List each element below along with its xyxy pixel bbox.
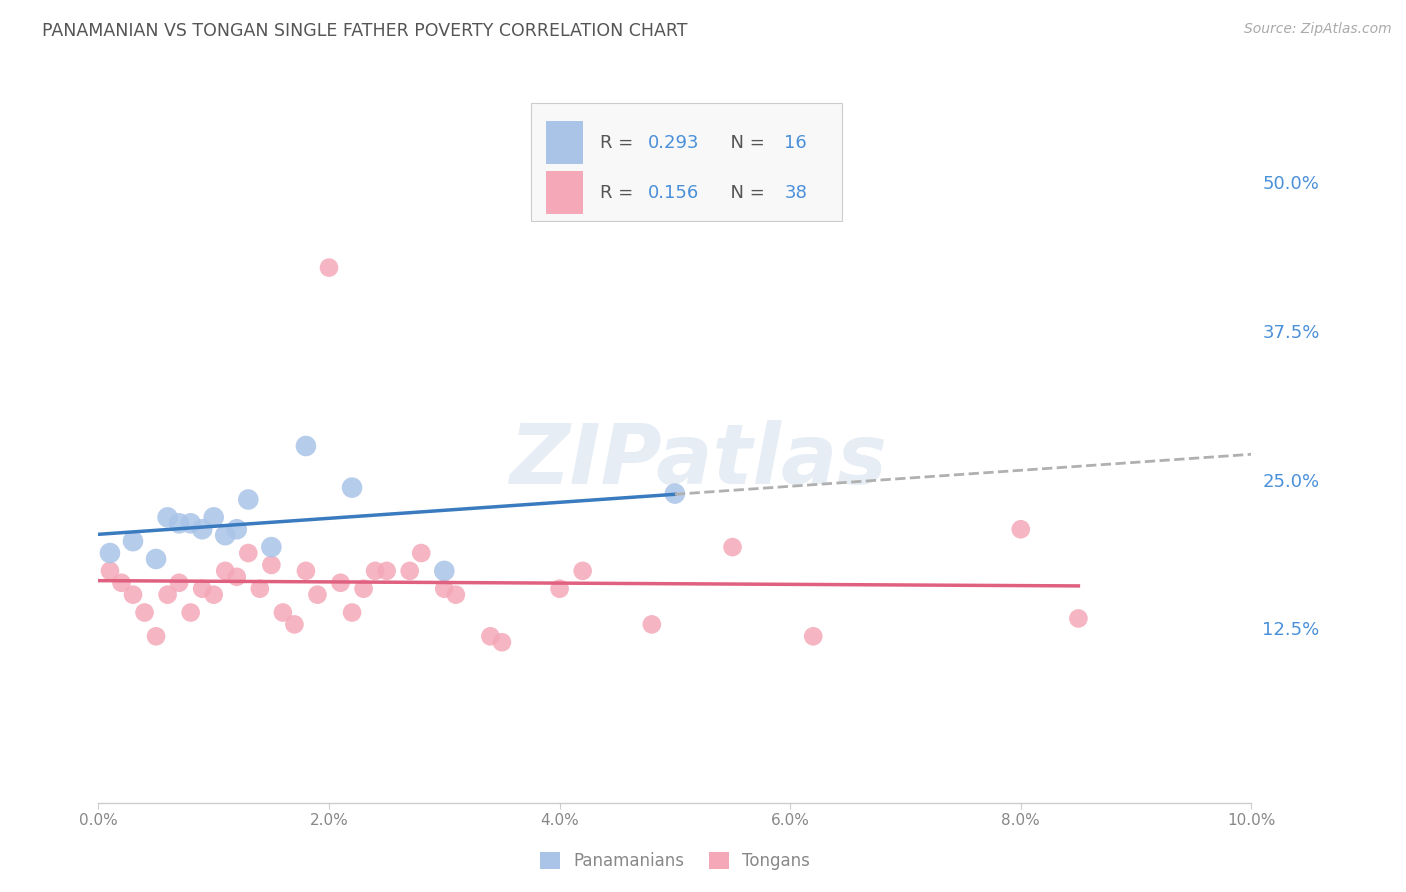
Text: N =: N = [718,184,770,202]
Text: PANAMANIAN VS TONGAN SINGLE FATHER POVERTY CORRELATION CHART: PANAMANIAN VS TONGAN SINGLE FATHER POVER… [42,22,688,40]
Point [1010,522,1032,536]
Point [238,546,260,560]
Text: N =: N = [718,134,770,152]
Point [225,570,247,584]
Point [307,588,329,602]
Point [340,481,363,495]
Point [721,540,744,554]
Point [283,617,305,632]
Point [202,588,225,602]
Point [664,486,686,500]
Point [491,635,513,649]
Point [353,582,375,596]
Text: R =: R = [600,184,638,202]
Point [260,558,283,572]
Point [214,564,236,578]
Text: 38: 38 [785,184,807,202]
Point [214,528,236,542]
Point [180,516,202,531]
Point [1067,611,1090,625]
Text: R =: R = [600,134,638,152]
Point [433,582,456,596]
Point [167,575,190,590]
Point [110,575,132,590]
Text: 25.0%: 25.0% [1263,473,1320,491]
Point [479,629,502,643]
FancyBboxPatch shape [530,103,842,221]
FancyBboxPatch shape [546,121,582,164]
Point [167,516,190,531]
Text: ZIPatlas: ZIPatlas [509,420,887,500]
Point [271,606,294,620]
Point [364,564,387,578]
Point [145,629,167,643]
Point [260,540,283,554]
FancyBboxPatch shape [546,171,582,214]
Point [295,439,318,453]
Point [180,606,202,620]
Point [238,492,260,507]
Point [156,588,179,602]
Point [191,522,214,536]
Point [191,582,214,596]
Point [548,582,571,596]
Text: 37.5%: 37.5% [1263,324,1320,342]
Point [411,546,433,560]
Point [295,564,318,578]
Point [98,564,121,578]
Point [398,564,420,578]
Text: 0.293: 0.293 [648,134,700,152]
Point [156,510,179,524]
Text: 12.5%: 12.5% [1263,622,1320,640]
Point [134,606,156,620]
Point [225,522,247,536]
Point [375,564,398,578]
Point [145,552,167,566]
Point [329,575,352,590]
Point [340,606,363,620]
Point [249,582,271,596]
Point [444,588,467,602]
Point [571,564,593,578]
Text: 50.0%: 50.0% [1263,176,1319,194]
Legend: Panamanians, Tongans: Panamanians, Tongans [533,845,817,877]
Point [202,510,225,524]
Point [641,617,664,632]
Point [98,546,121,560]
Point [801,629,824,643]
Text: 0.156: 0.156 [648,184,700,202]
Text: 16: 16 [785,134,807,152]
Text: Source: ZipAtlas.com: Source: ZipAtlas.com [1244,22,1392,37]
Point [122,534,145,549]
Point [122,588,145,602]
Point [318,260,340,275]
Point [433,564,456,578]
